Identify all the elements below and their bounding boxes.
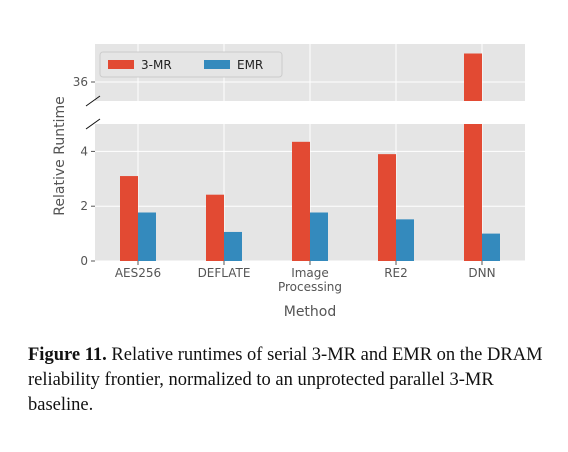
y-tick-label: 36 <box>73 75 88 89</box>
legend: 3-MR EMR <box>99 51 283 78</box>
bar-3mr-1 <box>206 194 224 261</box>
x-tick-label-line: Image <box>291 266 329 280</box>
x-tick-label-line: Processing <box>278 280 342 294</box>
bars <box>120 53 500 261</box>
bar-3mr-3 <box>378 154 396 261</box>
axis-break-marks <box>85 95 101 130</box>
y-tick-label: 0 <box>80 254 88 268</box>
x-tick-label: AES256 <box>115 266 161 280</box>
y-tick-label: 2 <box>80 199 88 213</box>
x-tick-label-line: DEFLATE <box>198 266 251 280</box>
x-tick-label-line: RE2 <box>384 266 408 280</box>
legend-swatch-3mr <box>108 60 134 69</box>
legend-label-3mr: 3-MR <box>141 58 172 72</box>
x-tick-label-line: AES256 <box>115 266 161 280</box>
y-axis-label: Relative Runtime <box>52 96 68 215</box>
bar-3mr-2 <box>292 141 310 261</box>
bar-emr-1 <box>224 231 242 261</box>
bar-3mr-0 <box>120 176 138 261</box>
caption-label: Figure 11. <box>28 345 107 365</box>
figure-caption: Figure 11. Relative runtimes of serial 3… <box>28 343 548 418</box>
bar-3mr-4-lower <box>464 124 482 261</box>
x-tick-label: RE2 <box>384 266 408 280</box>
bar-emr-0 <box>138 212 156 261</box>
x-axis-label: Method <box>284 304 337 320</box>
bar-emr-2 <box>310 212 328 261</box>
legend-label-emr: EMR <box>237 58 263 72</box>
y-tick-label: 4 <box>80 144 88 158</box>
x-tick-label: DNN <box>468 266 495 280</box>
x-tick-label: Image Processing <box>278 266 342 294</box>
bar-emr-4 <box>482 233 500 261</box>
caption-text: Relative runtimes of serial 3-MR and EMR… <box>28 345 543 415</box>
x-tick-label-line: DNN <box>468 266 495 280</box>
x-tick-label: DEFLATE <box>198 266 251 280</box>
bar-3mr-4-upper <box>464 53 482 101</box>
bar-emr-3 <box>396 219 414 261</box>
break-mark-lower <box>85 118 101 130</box>
legend-box <box>99 51 283 78</box>
axes: 0 2 4 36 AES256 DEFLATE Image Processing RE2 DNN <box>73 75 496 294</box>
legend-swatch-emr <box>204 60 230 69</box>
break-mark-upper <box>85 95 101 107</box>
